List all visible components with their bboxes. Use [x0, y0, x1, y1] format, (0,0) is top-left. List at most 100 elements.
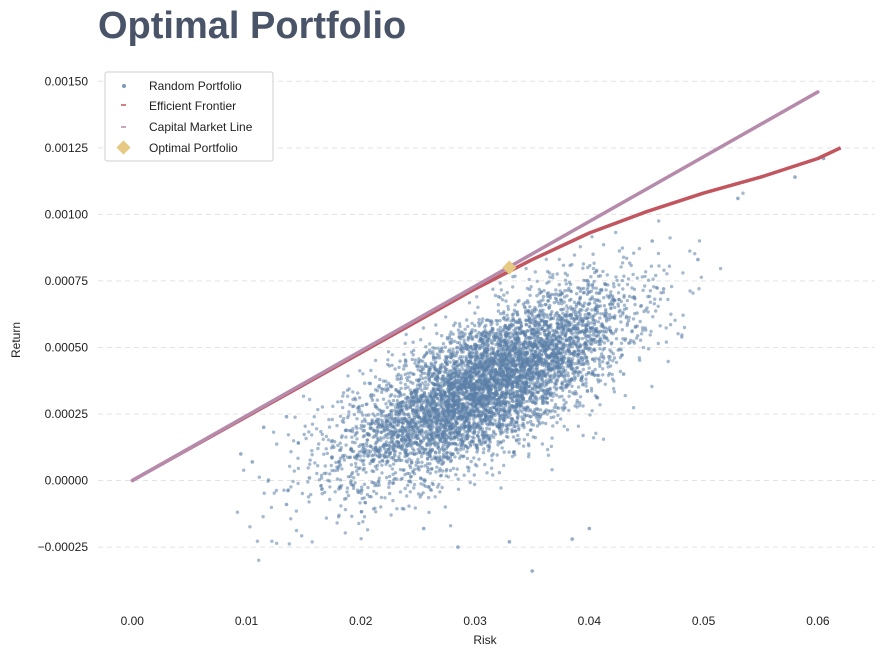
- random-portfolio-point: [567, 298, 572, 303]
- random-portfolio-point: [428, 487, 433, 492]
- random-portfolio-point: [562, 403, 566, 407]
- random-portfolio-point: [435, 465, 439, 469]
- random-portfolio-point: [659, 291, 663, 295]
- random-portfolio-point: [355, 437, 359, 441]
- random-portfolio-point: [510, 417, 514, 421]
- random-portfolio-point: [456, 369, 461, 373]
- random-portfolio-point: [601, 269, 605, 274]
- random-portfolio-point: [354, 469, 359, 473]
- random-portfolio-point: [344, 443, 348, 447]
- random-portfolio-point: [522, 437, 526, 442]
- random-portfolio-point: [291, 439, 296, 443]
- random-portfolio-point: [517, 441, 521, 445]
- random-portfolio-point: [587, 366, 591, 370]
- random-portfolio-point: [385, 460, 390, 464]
- random-portfolio-point: [524, 342, 528, 346]
- random-portfolio-point: [302, 432, 306, 437]
- random-portfolio-point: [578, 245, 582, 249]
- random-portfolio-point: [384, 428, 389, 432]
- random-portfolio-point: [547, 346, 551, 350]
- random-portfolio-point: [658, 297, 663, 301]
- random-portfolio-point: [381, 397, 386, 401]
- random-portfolio-point: [643, 284, 647, 288]
- random-portfolio-point: [585, 346, 589, 351]
- random-portfolio-point: [681, 313, 685, 317]
- random-portfolio-point: [393, 471, 398, 475]
- random-portfolio-point: [433, 495, 437, 499]
- random-portfolio-point: [507, 338, 511, 342]
- random-portfolio-point: [546, 299, 551, 303]
- random-portfolio-point: [505, 391, 509, 395]
- random-portfolio-point: [620, 246, 625, 250]
- random-portfolio-point: [574, 366, 579, 370]
- random-portfolio-point: [548, 366, 553, 370]
- random-portfolio-point: [257, 475, 261, 479]
- random-portfolio-point: [338, 486, 343, 490]
- random-portfolio-point: [648, 300, 653, 304]
- random-portfolio-point: [460, 335, 465, 339]
- random-portfolio-point: [604, 317, 609, 321]
- random-portfolio-point: [319, 429, 323, 434]
- random-portfolio-point: [339, 399, 344, 404]
- random-portfolio-point: [526, 455, 531, 459]
- random-portfolio-point: [565, 349, 569, 353]
- random-portfolio-point: [592, 359, 597, 363]
- random-portfolio-point: [409, 398, 413, 403]
- random-portfolio-point: [380, 422, 384, 427]
- random-portfolio-point: [623, 393, 627, 398]
- random-portfolio-point: [542, 288, 546, 293]
- random-portfolio-point: [491, 452, 495, 456]
- random-portfolio-point: [422, 424, 426, 428]
- random-portfolio-point: [379, 413, 383, 418]
- random-portfolio-point: [444, 474, 448, 478]
- random-portfolio-point: [524, 399, 528, 404]
- random-portfolio-point: [651, 277, 655, 281]
- random-portfolio-point: [539, 377, 544, 381]
- random-portfolio-point: [380, 463, 384, 467]
- random-portfolio-point: [375, 467, 379, 471]
- random-portfolio-point: [592, 279, 596, 284]
- random-portfolio-point: [619, 341, 624, 345]
- random-portfolio-point: [409, 444, 413, 448]
- random-portfolio-point: [631, 406, 636, 410]
- random-portfolio-point: [453, 419, 458, 423]
- random-portfolio-point: [377, 476, 381, 480]
- random-portfolio-point: [559, 385, 563, 390]
- random-portfolio-point: [427, 432, 431, 436]
- random-portfolio-point: [448, 333, 452, 337]
- random-portfolio-point: [568, 339, 572, 343]
- random-portfolio-point: [461, 368, 465, 372]
- random-portfolio-point: [614, 360, 619, 365]
- random-portfolio-point: [640, 275, 644, 279]
- random-portfolio-point: [335, 477, 340, 481]
- random-portfolio-point: [598, 342, 603, 346]
- random-portfolio-point: [348, 428, 352, 433]
- random-portfolio-point: [289, 517, 293, 521]
- random-portfolio-point: [460, 365, 464, 369]
- random-portfolio-point: [270, 539, 274, 543]
- random-portfolio-point: [472, 422, 476, 426]
- random-portfolio-point: [603, 309, 608, 314]
- random-portfolio-point: [439, 377, 443, 381]
- random-portfolio-point: [576, 328, 581, 333]
- random-portfolio-point: [292, 469, 296, 473]
- random-portfolio-point: [502, 397, 507, 402]
- random-portfolio-point: [578, 345, 582, 349]
- random-portfolio-point: [361, 520, 365, 524]
- random-portfolio-point: [528, 317, 532, 321]
- random-portfolio-point: [357, 396, 362, 400]
- random-portfolio-point: [462, 423, 466, 427]
- random-portfolio-point: [451, 364, 455, 368]
- random-portfolio-point: [580, 336, 585, 341]
- random-portfolio-point: [390, 363, 394, 367]
- random-portfolio-point: [608, 315, 612, 320]
- random-portfolio-point: [617, 283, 621, 287]
- random-portfolio-point: [518, 408, 522, 412]
- random-portfolio-point: [535, 424, 540, 428]
- random-portfolio-point: [591, 337, 596, 342]
- random-portfolio-point: [564, 400, 568, 405]
- random-portfolio-point: [444, 315, 448, 319]
- random-portfolio-point: [345, 490, 349, 494]
- random-portfolio-point: [586, 302, 590, 306]
- random-portfolio-point: [551, 316, 556, 321]
